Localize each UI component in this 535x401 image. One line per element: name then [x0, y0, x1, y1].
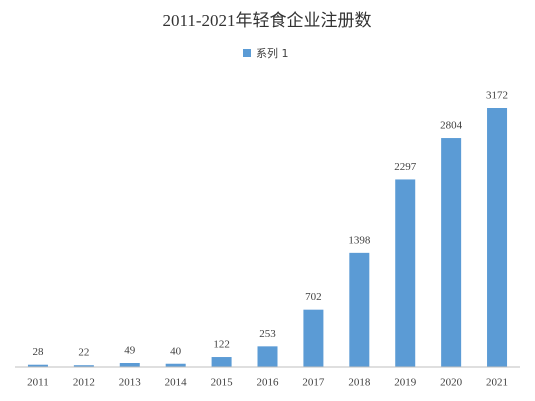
data-label: 2297	[394, 161, 417, 173]
bar	[119, 362, 140, 367]
x-tick-label: 2020	[440, 377, 463, 389]
bar	[211, 357, 232, 367]
legend-label: 系列 1	[256, 46, 289, 60]
x-tick-label: 2011	[27, 377, 49, 389]
data-label: 2804	[440, 120, 463, 132]
data-label: 22	[78, 347, 89, 359]
legend-swatch	[243, 49, 251, 57]
chart-title: 2011-2021年轻食企业注册数	[162, 11, 371, 30]
bar	[395, 179, 416, 367]
x-tick-label: 2013	[119, 377, 142, 389]
x-tick-label: 2021	[486, 377, 508, 389]
data-label: 1398	[348, 234, 371, 246]
x-tick-label: 2019	[394, 377, 417, 389]
bar	[441, 138, 462, 367]
data-label: 702	[305, 291, 322, 303]
bar	[303, 309, 324, 367]
data-label: 253	[259, 328, 276, 340]
bar	[257, 346, 278, 367]
bar	[73, 365, 94, 367]
bar	[165, 363, 186, 367]
data-label: 28	[32, 346, 44, 358]
x-tick-label: 2016	[257, 377, 280, 389]
x-tick-label: 2017	[302, 377, 325, 389]
x-tick-label: 2015	[211, 377, 234, 389]
bar	[27, 364, 48, 367]
data-label: 122	[213, 339, 230, 351]
bar	[487, 108, 508, 367]
x-tick-label: 2018	[348, 377, 371, 389]
data-label: 49	[124, 345, 136, 357]
data-label: 3172	[486, 90, 508, 102]
data-label: 40	[170, 345, 182, 357]
x-tick-label: 2014	[165, 377, 188, 389]
bar	[349, 252, 370, 367]
x-tick-label: 2012	[73, 377, 95, 389]
